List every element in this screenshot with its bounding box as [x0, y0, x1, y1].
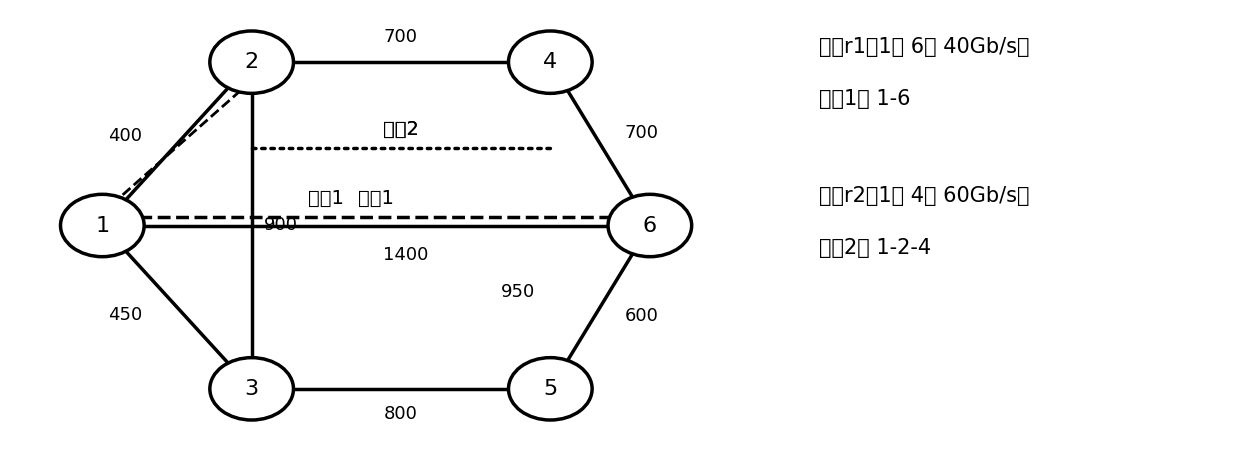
Text: 700: 700: [625, 124, 658, 142]
Text: 路兴2: 路兴2: [383, 120, 419, 138]
Text: 路兴2: 路兴2: [383, 120, 419, 138]
Text: 3: 3: [244, 379, 259, 399]
Text: 路兴2： 1-2-4: 路兴2： 1-2-4: [820, 238, 931, 258]
Text: 路兴1： 1-6: 路兴1： 1-6: [820, 89, 910, 109]
Text: 业务r1（1， 6， 40Gb/s）: 业务r1（1， 6， 40Gb/s）: [820, 37, 1029, 57]
Text: 950: 950: [501, 283, 536, 301]
Circle shape: [210, 358, 294, 420]
Text: 4: 4: [543, 52, 557, 72]
Text: 400: 400: [108, 128, 143, 145]
Text: 5: 5: [543, 379, 558, 399]
Text: 2: 2: [244, 52, 259, 72]
Text: 业务r2（1， 4， 60Gb/s）: 业务r2（1， 4， 60Gb/s）: [820, 186, 1029, 206]
Circle shape: [210, 31, 294, 93]
Text: 700: 700: [384, 28, 418, 46]
Text: 路兴1: 路兴1: [309, 189, 345, 207]
Circle shape: [508, 358, 593, 420]
Circle shape: [608, 194, 692, 257]
Circle shape: [508, 31, 593, 93]
Text: 600: 600: [625, 307, 658, 325]
Text: 1: 1: [95, 216, 109, 235]
Text: 1400: 1400: [383, 246, 429, 264]
Text: 900: 900: [264, 216, 298, 235]
Text: 6: 6: [642, 216, 657, 235]
Text: 450: 450: [108, 306, 143, 323]
Text: 路兴1: 路兴1: [358, 189, 394, 207]
Text: 800: 800: [384, 405, 418, 423]
Circle shape: [61, 194, 144, 257]
